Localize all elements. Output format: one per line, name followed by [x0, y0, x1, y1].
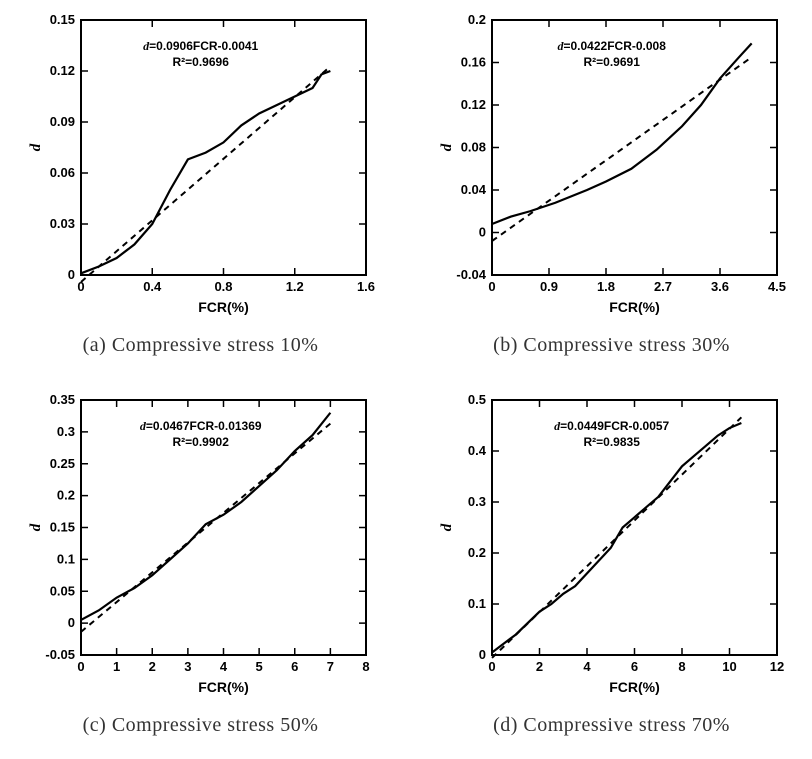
y-tick-label: 0.12 — [49, 63, 74, 78]
y-tick-label: 0.09 — [49, 114, 74, 129]
chart-svg: 00.91.82.73.64.5-0.0400.040.080.120.160.… — [437, 10, 787, 320]
plot-area: 012345678-0.0500.050.10.150.20.250.30.35… — [26, 390, 376, 700]
y-tick-label: -0.04 — [456, 267, 486, 282]
y-tick-label: 0.1 — [56, 551, 74, 566]
y-axis-label: d — [28, 143, 44, 151]
chart-panel-c: 012345678-0.0500.050.10.150.20.250.30.35… — [10, 390, 391, 750]
x-tick-label: 6 — [630, 659, 637, 674]
x-axis-label: FCR(%) — [198, 679, 249, 695]
y-tick-label: 0 — [478, 225, 485, 240]
x-tick-label: 0.9 — [539, 279, 557, 294]
y-tick-label: 0.2 — [467, 12, 485, 27]
x-tick-label: 2 — [148, 659, 155, 674]
x-tick-label: 3 — [184, 659, 191, 674]
panel-caption: (b) Compressive stress 30% — [493, 334, 730, 357]
x-tick-label: 0.8 — [214, 279, 232, 294]
y-tick-label: 0.15 — [49, 12, 74, 27]
y-tick-label: 0.3 — [56, 423, 74, 438]
x-axis-label: FCR(%) — [609, 679, 660, 695]
chart-svg: 0 2 4 6 8 10 12 0 0.1 0.2 0.3 0.4 0.5 FCR(%) d d=0.0449… — [437, 390, 787, 700]
equation-text: d=0.0467FCR-0.01369 — [139, 419, 261, 433]
y-tick-label: 0.05 — [49, 583, 74, 598]
x-tick-label: 8 — [362, 659, 369, 674]
fit-line — [81, 66, 330, 282]
x-tick-label: 0 — [77, 659, 84, 674]
r2-text: R²=0.9835 — [583, 435, 640, 449]
x-tick-label: 1.2 — [285, 279, 303, 294]
x-tick-label: 1.8 — [596, 279, 614, 294]
x-tick-label: 1 — [113, 659, 120, 674]
x-tick-label: 8 — [678, 659, 685, 674]
y-tick-label: 0.16 — [460, 55, 485, 70]
panel-caption: (a) Compressive stress 10% — [83, 334, 319, 357]
r2-text: R²=0.9902 — [172, 435, 229, 449]
panel-caption: (d) Compressive stress 70% — [493, 714, 730, 737]
r2-text: R²=0.9696 — [172, 55, 229, 69]
x-tick-label: 0 — [488, 279, 495, 294]
chart-panel-d: 0 2 4 6 8 10 12 0 0.1 0.2 0.3 0.4 0.5 FCR(%) d d=0.0449… — [421, 390, 802, 750]
y-tick-label: 0.1 — [467, 596, 485, 611]
r2-text: R²=0.9691 — [583, 55, 640, 69]
y-tick-label: 0 — [67, 615, 74, 630]
chart-panel-a: 00.40.81.21.600.030.060.090.120.15FCR(%)… — [10, 10, 391, 370]
x-tick-label: 1.6 — [356, 279, 374, 294]
y-tick-label: 0.4 — [467, 443, 486, 458]
y-tick-label: 0.03 — [49, 216, 74, 231]
x-tick-label: 12 — [769, 659, 783, 674]
y-tick-label: 0.15 — [49, 519, 74, 534]
x-axis-label: FCR(%) — [609, 299, 660, 315]
equation-text: d=0.0422FCR-0.008 — [557, 39, 666, 53]
x-tick-label: 3.6 — [710, 279, 728, 294]
y-axis-label: d — [439, 143, 455, 151]
x-tick-label: 4.5 — [767, 279, 785, 294]
y-tick-label: 0 — [67, 267, 74, 282]
y-axis-label: d — [28, 523, 44, 531]
x-tick-label: 5 — [255, 659, 262, 674]
y-tick-label: 0.08 — [460, 140, 485, 155]
y-tick-label: 0.04 — [460, 182, 486, 197]
plot-area: 00.91.82.73.64.5-0.0400.040.080.120.160.… — [437, 10, 787, 320]
x-tick-label: 10 — [722, 659, 736, 674]
x-tick-label: 6 — [291, 659, 298, 674]
x-tick-label: 7 — [326, 659, 333, 674]
data-series-line — [492, 43, 752, 224]
chart-svg: 00.40.81.21.600.030.060.090.120.15FCR(%)… — [26, 10, 376, 320]
y-tick-label: 0.5 — [467, 392, 485, 407]
x-tick-label: 0 — [488, 659, 495, 674]
equation-text: d=0.0906FCR-0.0041 — [143, 39, 258, 53]
x-tick-label: 2 — [535, 659, 542, 674]
x-tick-label: 2.7 — [653, 279, 671, 294]
x-tick-label: 0.4 — [143, 279, 162, 294]
x-tick-label: 4 — [219, 659, 227, 674]
y-tick-label: -0.05 — [45, 647, 75, 662]
panel-caption: (c) Compressive stress 50% — [83, 714, 319, 737]
plot-area: 0 2 4 6 8 10 12 0 0.1 0.2 0.3 0.4 0.5 FCR(%) d d=0.0449… — [437, 390, 787, 700]
chart-svg: 012345678-0.0500.050.10.150.20.250.30.35… — [26, 390, 376, 700]
x-axis-label: FCR(%) — [198, 299, 249, 315]
y-axis-label: d — [439, 523, 455, 531]
data-series-line — [492, 422, 741, 652]
data-series-line — [81, 71, 330, 273]
y-tick-label: 0 — [478, 647, 485, 662]
y-tick-label: 0.3 — [467, 494, 485, 509]
x-tick-label: 4 — [583, 659, 591, 674]
y-tick-label: 0.25 — [49, 455, 74, 470]
fit-line — [492, 57, 752, 241]
y-tick-label: 0.12 — [460, 97, 485, 112]
equation-text: d=0.0449FCR-0.0057 — [554, 419, 669, 433]
y-tick-label: 0.35 — [49, 392, 74, 407]
y-tick-label: 0.2 — [56, 487, 74, 502]
plot-area: 00.40.81.21.600.030.060.090.120.15FCR(%)… — [26, 10, 376, 320]
y-tick-label: 0.06 — [49, 165, 74, 180]
y-tick-label: 0.2 — [467, 545, 485, 560]
fit-line — [81, 423, 330, 631]
chart-panel-b: 00.91.82.73.64.5-0.0400.040.080.120.160.… — [421, 10, 802, 370]
